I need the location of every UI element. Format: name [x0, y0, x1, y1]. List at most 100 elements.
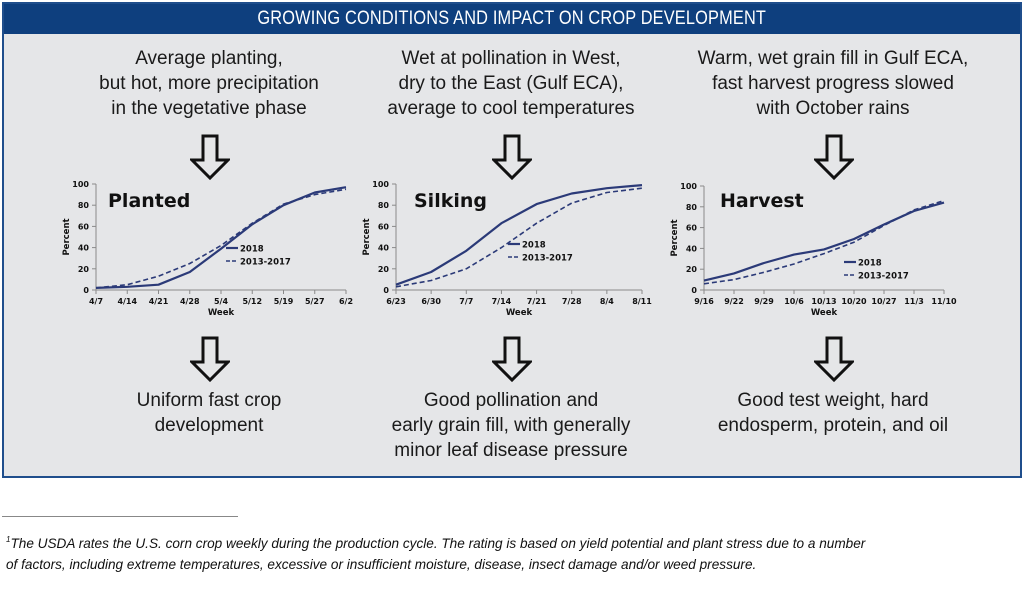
- y-tick-label: 100: [372, 180, 389, 189]
- x-tick-label: 6/23: [386, 297, 406, 306]
- y-tick-label: 20: [378, 265, 390, 274]
- x-tick-label: 8/4: [600, 297, 614, 306]
- x-tick-label: 8/11: [632, 297, 652, 306]
- y-tick-label: 80: [686, 203, 698, 212]
- y-tick-label: 20: [78, 265, 90, 274]
- x-tick-label: 10/27: [871, 297, 896, 306]
- legend-label: 2018: [858, 259, 882, 269]
- down-arrow-icon: [814, 134, 854, 180]
- x-tick-label: 5/19: [274, 297, 294, 306]
- down-arrow-icon: [190, 134, 230, 180]
- x-tick-label: 11/3: [904, 297, 924, 306]
- y-axis-title: Percent: [362, 218, 372, 255]
- growing-conditions-text: Warm, wet grain fill in Gulf ECA, fast h…: [668, 46, 998, 121]
- x-tick-label: 4/28: [180, 297, 200, 306]
- outcome-line: endosperm, protein, and oil: [717, 415, 949, 436]
- x-tick-label: 6/30: [421, 297, 441, 306]
- x-tick-label: 4/7: [89, 297, 103, 306]
- down-arrow-icon: [190, 336, 230, 382]
- outcome-text: Good test weight, hard endosperm, protei…: [668, 388, 998, 438]
- series-line-average: [395, 187, 643, 288]
- footnote-marker: 1: [6, 535, 11, 544]
- conditions-line: fast harvest progress slowed: [712, 73, 954, 94]
- footnote-line: 1The USDA rates the U.S. corn crop weekl…: [6, 529, 1021, 554]
- y-tick-label: 0: [691, 286, 697, 295]
- y-axis-title: Percent: [670, 219, 680, 256]
- x-tick-label: 10/20: [841, 297, 867, 306]
- y-tick-label: 40: [686, 244, 698, 253]
- series-line-2018: [703, 201, 945, 282]
- x-tick-label: 11/10: [931, 297, 957, 306]
- y-tick-label: 60: [378, 222, 390, 231]
- y-tick-label: 40: [78, 244, 90, 253]
- legend-label: 2013-2017: [858, 272, 909, 282]
- outcome-text: Good pollination and early grain fill, w…: [346, 388, 676, 463]
- down-arrow-icon: [814, 336, 854, 382]
- outcome-text: Uniform fast crop development: [44, 388, 374, 438]
- planted-chart: 0 20 40 60 80 100 4/7 4/14 4/21 4/28 5/4 5/12 5/19 5/…: [62, 180, 353, 318]
- x-tick-label: 7/28: [562, 297, 582, 306]
- legend-label: 2018: [522, 241, 546, 251]
- conditions-line: Wet at pollination in West,: [401, 48, 621, 69]
- x-tick-label: 7/7: [459, 297, 473, 306]
- chart-title: Silking: [414, 190, 487, 212]
- x-axis-title: Week: [506, 308, 533, 318]
- legend-label: 2018: [240, 245, 264, 255]
- y-tick-label: 0: [83, 286, 89, 295]
- x-tick-label: 10/13: [811, 297, 836, 306]
- conditions-line: Warm, wet grain fill in Gulf ECA,: [697, 48, 969, 69]
- conditions-line: but hot, more precipitation: [99, 73, 319, 94]
- x-tick-label: 10/6: [784, 297, 804, 306]
- x-tick-label: 6/2: [339, 297, 353, 306]
- down-arrow-icon: [492, 134, 532, 180]
- x-axis-title: Week: [811, 308, 838, 318]
- outcome-line: minor leaf disease pressure: [394, 440, 628, 461]
- outcome-line: Good pollination and: [423, 390, 599, 411]
- footnote-line: of factors, including extreme temperatur…: [6, 557, 757, 572]
- x-tick-label: 4/14: [117, 297, 137, 306]
- harvest-chart: 0 20 40 60 80 100 9/16 9/22 9/29 10/6 10/13 10/20 10…: [670, 182, 957, 318]
- silking-chart: 0 20 40 60 80 100 6/23 6/30 7/7 7/14 7/21 7/28 8/4 8/…: [362, 180, 652, 318]
- x-axis-title: Week: [208, 308, 235, 318]
- x-tick-label: 4/21: [149, 297, 169, 306]
- outcome-line: Uniform fast crop: [136, 390, 282, 411]
- title-text: GROWING CONDITIONS AND IMPACT ON CROP DE…: [257, 8, 767, 29]
- x-tick-label: 7/21: [527, 297, 547, 306]
- infographic-panel: GROWING CONDITIONS AND IMPACT ON CROP DE…: [2, 2, 1022, 478]
- series-line-2018: [395, 184, 643, 286]
- series-line-2018: [95, 186, 347, 289]
- x-tick-label: 5/4: [214, 297, 228, 306]
- y-tick-label: 60: [686, 224, 698, 233]
- y-tick-label: 80: [378, 201, 390, 210]
- footnote: 1The USDA rates the U.S. corn crop weekl…: [6, 529, 1021, 575]
- legend-label: 2013-2017: [522, 254, 573, 264]
- x-tick-label: 9/16: [694, 297, 714, 306]
- y-tick-label: 20: [686, 265, 698, 274]
- conditions-line: average to cool temperatures: [387, 98, 635, 119]
- growing-conditions-text: Average planting, but hot, more precipit…: [44, 46, 374, 121]
- x-tick-label: 7/14: [492, 297, 512, 306]
- page-title: GROWING CONDITIONS AND IMPACT ON CROP DE…: [4, 4, 1020, 34]
- y-tick-label: 0: [383, 286, 389, 295]
- y-tick-label: 60: [78, 222, 90, 231]
- outcome-line: Good test weight, hard: [737, 390, 929, 411]
- chart-title: Harvest: [720, 190, 804, 212]
- conditions-line: in the vegetative phase: [111, 98, 307, 119]
- legend-label: 2013-2017: [240, 258, 291, 268]
- growing-conditions-text: Wet at pollination in West, dry to the E…: [346, 46, 676, 121]
- conditions-line: Average planting,: [135, 48, 283, 69]
- outcome-line: development: [154, 415, 264, 436]
- series-line-average: [95, 188, 347, 289]
- conditions-line: with October rains: [756, 98, 910, 119]
- conditions-line: dry to the East (Gulf ECA),: [398, 73, 624, 94]
- footnote-text: The USDA rates the U.S. corn crop weekly…: [10, 536, 866, 551]
- chart-title: Planted: [108, 190, 190, 212]
- x-tick-label: 9/22: [724, 297, 744, 306]
- y-tick-label: 80: [78, 201, 90, 210]
- footnote-divider: [2, 516, 238, 517]
- y-tick-label: 40: [378, 244, 390, 253]
- y-tick-label: 100: [72, 180, 89, 189]
- outcome-line: early grain fill, with generally: [391, 415, 631, 436]
- y-axis-title: Percent: [62, 218, 72, 255]
- x-tick-label: 9/29: [754, 297, 774, 306]
